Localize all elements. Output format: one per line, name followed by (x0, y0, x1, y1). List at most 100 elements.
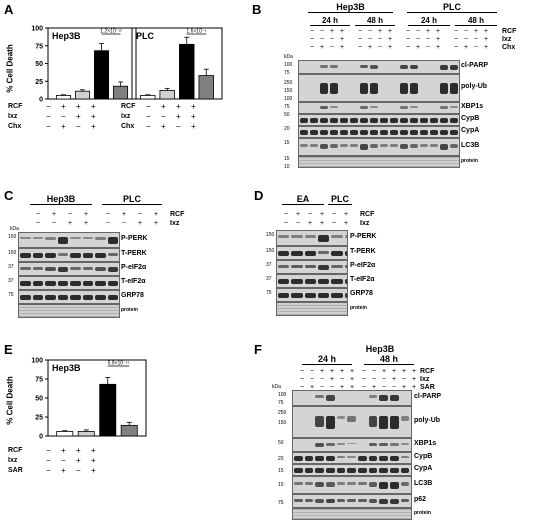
panel-c-blot: Hep3B PLC RCF Ixz − + − + − + − + − − + + − − + + kDa P… (8, 194, 250, 334)
bar (99, 383, 117, 437)
blot-row-label: cl-PARP (414, 393, 442, 400)
blot-band (326, 481, 335, 487)
blot-band (320, 130, 328, 135)
blot-band (400, 118, 408, 123)
blot-strip (292, 494, 412, 508)
blot-band (450, 64, 458, 70)
blot-band (379, 481, 388, 490)
blot-band (368, 456, 378, 461)
treatment-sign: + (161, 122, 166, 131)
blot-band (390, 130, 398, 135)
blot-band (336, 442, 346, 445)
blot-band (70, 294, 81, 301)
treatment-sign: + (76, 112, 81, 121)
blot-band (278, 250, 290, 257)
blot-row-label: T-eIF2α (121, 278, 146, 285)
treatment-sign: + (320, 220, 325, 227)
treatment-sign: + (330, 28, 335, 35)
blot-row-label: GRP78 (121, 292, 144, 299)
blot-band (300, 118, 308, 123)
blot-band (20, 266, 31, 270)
treatment-sign: − (454, 36, 459, 43)
treatment-sign: − (474, 44, 479, 51)
blot-band (331, 292, 343, 299)
blot-band (379, 498, 388, 504)
blot-row-label: protein (350, 305, 367, 311)
blot-band (410, 64, 418, 70)
blot-band (57, 252, 68, 256)
treatment-sign: + (91, 466, 96, 475)
treatment-sign: − (340, 376, 345, 383)
chart-a-hep3b: 0 25 50 75 100 Hep3B 1.2×10⁻¹² (31, 26, 137, 104)
blot-band (304, 456, 314, 461)
treatment-sign: + (378, 28, 383, 35)
blot-strip (276, 246, 348, 260)
chart-title: PLC (136, 31, 155, 41)
treatment-sign: − (406, 36, 411, 43)
blot-band (318, 292, 330, 299)
treatment-sign: + (154, 220, 159, 227)
bar (159, 90, 175, 100)
blot-band (326, 442, 335, 446)
blot-band (291, 292, 303, 299)
p-value: 1.6×10⁻⁶ (186, 29, 206, 35)
blot-band (379, 468, 388, 473)
kda-marker: 250 (284, 80, 293, 86)
treatment-sign: − (358, 36, 363, 43)
blot-strip (276, 288, 348, 302)
treatment-sign: − (320, 376, 325, 383)
kda-marker: 150 (266, 232, 275, 238)
blot-band (304, 264, 316, 269)
blot-band (45, 237, 56, 240)
blot-row-label: CypB (414, 453, 433, 460)
blot-band (410, 106, 418, 108)
treatment-sign: − (296, 220, 301, 227)
blot-band (347, 468, 356, 473)
blot-band (368, 416, 378, 427)
treatment-sign: − (46, 112, 51, 121)
blot-row-label: LC3B (414, 480, 433, 487)
blot-strip (298, 114, 460, 126)
blot-band (336, 456, 346, 459)
blot-band (347, 498, 356, 503)
treatment-sign: + (308, 220, 313, 227)
treatment-sign: − (416, 36, 421, 43)
treatment-sign: + (76, 446, 81, 455)
kda-marker: 150 (278, 420, 287, 426)
kda-marker: 75 (284, 70, 290, 76)
blot-band (331, 278, 343, 285)
y-tick-label: 100 (31, 358, 43, 365)
blot-band (107, 280, 118, 287)
blot-strip (18, 262, 120, 276)
blot-band (370, 118, 378, 123)
blot-row-label: P-eIF2α (350, 262, 376, 269)
kda-marker: 150 (266, 248, 275, 254)
blot-strip (18, 290, 120, 304)
kda-marker: 100 (284, 62, 293, 68)
bar (140, 95, 156, 100)
blot-band (320, 82, 328, 95)
treatment-sign: − (310, 28, 315, 35)
treatment-sign: − (300, 376, 305, 383)
blot-band (368, 498, 378, 503)
blot-band (95, 237, 106, 240)
treatment-sign: − (332, 211, 337, 218)
treatment-sign: + (330, 376, 335, 383)
blot-band (326, 456, 335, 461)
treatment-sign: − (52, 220, 57, 227)
kda-marker: 75 (8, 292, 14, 298)
treatment-sign: + (340, 44, 345, 51)
blot-band (400, 468, 410, 473)
blot-row-label: XBP1s (414, 440, 437, 447)
treatment-sign: − (300, 384, 305, 391)
bar (55, 95, 72, 100)
blot-band (400, 82, 408, 95)
treatment-sign: − (176, 122, 181, 131)
blot-band (344, 235, 347, 238)
y-tick-label: 25 (35, 79, 43, 86)
treatment-sign: + (340, 36, 345, 43)
blot-row-label: XBP1s (461, 103, 484, 110)
blot-band (291, 264, 303, 269)
blot-row-label: P-PERK (121, 235, 148, 242)
blot-band (330, 106, 338, 108)
